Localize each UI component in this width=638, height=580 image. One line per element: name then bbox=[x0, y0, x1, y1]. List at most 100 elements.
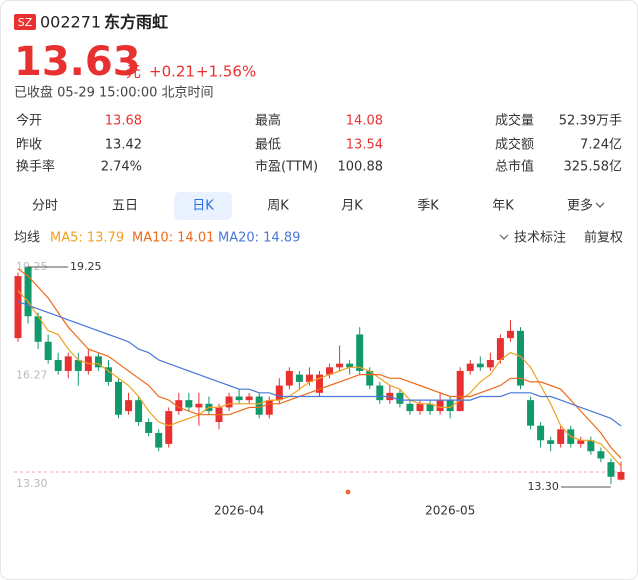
candle-body bbox=[265, 400, 273, 415]
candle-body bbox=[145, 422, 153, 433]
candle-body bbox=[577, 440, 585, 444]
candle-body bbox=[175, 400, 183, 412]
candle-body bbox=[225, 396, 233, 408]
candle-body bbox=[185, 400, 193, 408]
candle-body bbox=[446, 400, 454, 412]
candle-body bbox=[94, 356, 102, 368]
tab[interactable]: 分时 bbox=[32, 199, 58, 214]
tech-icon bbox=[499, 234, 509, 240]
adjust-label[interactable]: 前复权 bbox=[584, 230, 623, 246]
candle-body bbox=[496, 338, 504, 361]
tab[interactable]: 月K bbox=[341, 199, 363, 214]
candle-body bbox=[356, 334, 364, 371]
stat-label: 今开 bbox=[16, 113, 42, 129]
candle-body bbox=[416, 403, 424, 412]
candle-body bbox=[537, 425, 545, 441]
candle-body bbox=[617, 472, 625, 480]
max-label: 19.25 bbox=[70, 260, 102, 273]
status: 已收盘 05-29 15:00:00 北京时间 bbox=[14, 85, 214, 101]
candle-body bbox=[426, 403, 434, 412]
candle-body bbox=[486, 360, 494, 368]
y-tick-label: 13.30 bbox=[16, 477, 48, 490]
candle-body bbox=[597, 451, 605, 459]
badge-bg bbox=[14, 14, 36, 30]
tab[interactable]: 日K bbox=[192, 199, 214, 214]
candle-body bbox=[305, 374, 313, 382]
stat-label: 成交量 bbox=[495, 113, 534, 129]
candle-body bbox=[54, 360, 62, 371]
candle-body bbox=[436, 400, 444, 412]
x-tick-label: 2026-05 bbox=[425, 504, 475, 518]
stat-label: 总市值 bbox=[495, 159, 534, 175]
stat-label: 昨收 bbox=[16, 138, 42, 153]
candle-body bbox=[64, 356, 72, 371]
candle-body bbox=[346, 363, 354, 368]
candle-body bbox=[155, 432, 163, 448]
candle-body bbox=[587, 440, 595, 452]
candle-body bbox=[24, 266, 32, 317]
x-tick-label: 2026-04 bbox=[214, 504, 264, 518]
candle-body bbox=[165, 411, 173, 444]
stock-code: 002271 bbox=[40, 13, 101, 32]
tab[interactable]: 年K bbox=[492, 199, 514, 214]
candle-body bbox=[255, 396, 263, 415]
candle-body bbox=[74, 360, 82, 371]
candle-body bbox=[506, 330, 514, 339]
candle-body bbox=[316, 374, 323, 393]
candle-body bbox=[517, 330, 524, 386]
candle-body bbox=[245, 396, 253, 401]
stat-label: 最低 bbox=[255, 138, 281, 153]
stat-label: 换手率 bbox=[16, 159, 55, 175]
price-unit: 元 bbox=[126, 63, 141, 81]
tab[interactable]: 更多 bbox=[567, 198, 593, 214]
candle-body bbox=[125, 400, 133, 412]
tab[interactable]: 五日 bbox=[112, 199, 138, 214]
candle-body bbox=[195, 403, 203, 408]
tab[interactable]: 周K bbox=[267, 199, 289, 214]
candle-body bbox=[406, 403, 414, 412]
tech-label[interactable]: 技术标注 bbox=[514, 231, 566, 246]
candle-body bbox=[115, 381, 122, 415]
candle-body bbox=[376, 385, 384, 401]
candle-body bbox=[527, 400, 535, 426]
price: 13.63 bbox=[14, 39, 141, 85]
candle-body bbox=[275, 385, 283, 401]
candle-body bbox=[44, 341, 52, 361]
ma-line bbox=[17, 268, 622, 459]
ma-legend: MA20: 14.89 bbox=[218, 231, 300, 246]
stat-value: 13.42 bbox=[105, 138, 142, 153]
stock-name: 东方雨虹 bbox=[104, 13, 168, 32]
candle-body bbox=[476, 363, 484, 368]
min-label: 13.30 bbox=[527, 480, 559, 493]
stat-value: 14.08 bbox=[346, 114, 383, 129]
ma-legend: MA10: 14.01 bbox=[132, 231, 214, 246]
candle-body bbox=[14, 276, 22, 339]
icon-path bbox=[499, 234, 509, 240]
candle-body bbox=[336, 363, 344, 368]
stat-value: 100.88 bbox=[338, 160, 384, 175]
candle-body bbox=[104, 367, 112, 382]
tab-selected-bg bbox=[174, 192, 232, 220]
tab[interactable]: 季K bbox=[417, 199, 439, 214]
stat-label: 成交额 bbox=[495, 137, 534, 153]
y-tick-label: 16.27 bbox=[16, 369, 48, 382]
ma-line bbox=[17, 290, 622, 467]
stat-label: 最高 bbox=[255, 113, 281, 129]
stat-label: 市盈(TTM) bbox=[255, 159, 318, 175]
candle-body bbox=[326, 367, 334, 375]
ma-line bbox=[17, 301, 622, 427]
stat-value: 52.39万手 bbox=[559, 114, 622, 129]
change: +0.21 bbox=[149, 63, 195, 81]
candle-body bbox=[366, 370, 374, 386]
badge: SZ bbox=[18, 16, 33, 29]
candle-body bbox=[396, 392, 404, 404]
candle-body bbox=[235, 396, 243, 401]
candle-body bbox=[466, 363, 474, 371]
candle-body bbox=[557, 429, 565, 444]
candle-body bbox=[456, 370, 464, 412]
more-chevron bbox=[595, 202, 605, 208]
candle-body bbox=[547, 440, 555, 444]
candle-body bbox=[607, 462, 615, 477]
